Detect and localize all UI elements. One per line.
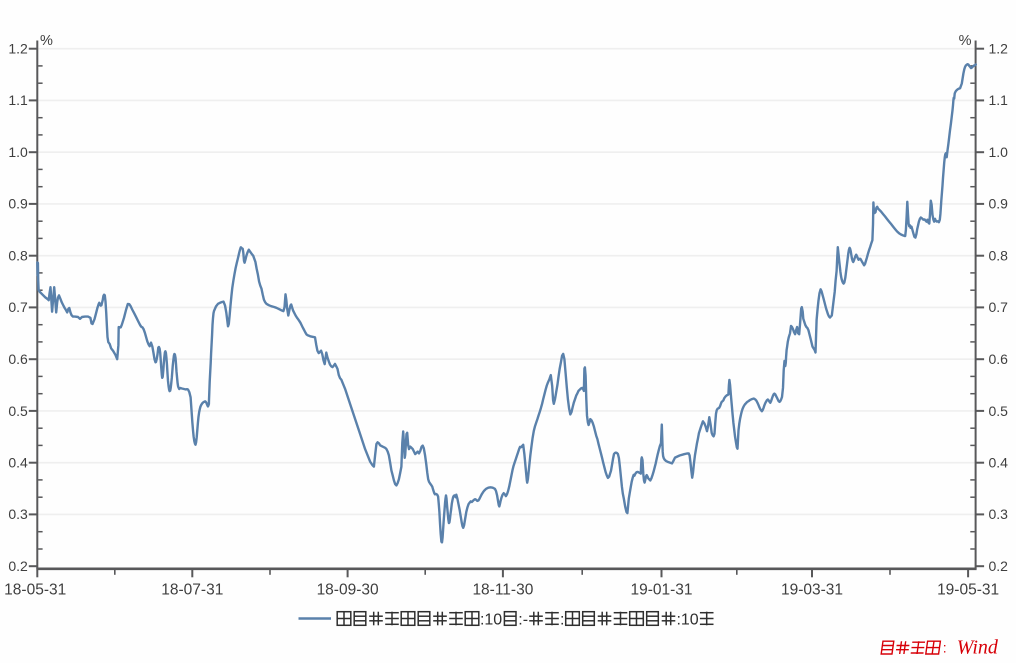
svg-text:1.2: 1.2 [989, 41, 1009, 57]
svg-text::: : [943, 640, 947, 656]
svg-text:0.2: 0.2 [989, 558, 1009, 574]
svg-text:0.3: 0.3 [989, 506, 1009, 522]
svg-text::: : [560, 611, 564, 628]
svg-text:Wind: Wind [957, 637, 999, 659]
svg-text::: : [480, 611, 484, 628]
svg-text:0.4: 0.4 [989, 455, 1009, 471]
svg-text:18-11-30: 18-11-30 [472, 581, 533, 598]
svg-text:0.3: 0.3 [8, 506, 28, 522]
svg-text::: : [677, 611, 681, 628]
svg-text:-: - [523, 611, 528, 628]
svg-text:0.8: 0.8 [8, 248, 28, 264]
svg-text:0.9: 0.9 [989, 196, 1009, 212]
svg-text:0.9: 0.9 [8, 196, 28, 212]
svg-text:0.5: 0.5 [989, 403, 1009, 419]
svg-text:0.4: 0.4 [8, 455, 28, 471]
svg-text:0.6: 0.6 [8, 351, 28, 367]
svg-text:18-05-31: 18-05-31 [4, 581, 66, 598]
svg-text:18-09-30: 18-09-30 [317, 581, 379, 598]
svg-text:0.8: 0.8 [989, 248, 1009, 264]
svg-text:19-05-31: 19-05-31 [937, 581, 999, 598]
svg-text:19-01-31: 19-01-31 [630, 581, 692, 598]
svg-text::: : [518, 611, 522, 628]
svg-text:1.0: 1.0 [8, 144, 28, 160]
svg-text:0.7: 0.7 [989, 299, 1009, 315]
svg-text:0.7: 0.7 [8, 299, 28, 315]
svg-text:1.1: 1.1 [989, 92, 1009, 108]
svg-text:0.6: 0.6 [989, 351, 1009, 367]
svg-text:0.5: 0.5 [8, 403, 28, 419]
svg-text:1.1: 1.1 [8, 92, 28, 108]
svg-text:1.2: 1.2 [8, 41, 28, 57]
svg-text:18-07-31: 18-07-31 [161, 581, 223, 598]
svg-text:10: 10 [484, 611, 502, 628]
svg-text:19-03-31: 19-03-31 [781, 581, 843, 598]
svg-text:0.2: 0.2 [8, 558, 28, 574]
svg-text:10: 10 [681, 611, 699, 628]
svg-text:1.0: 1.0 [989, 144, 1009, 160]
svg-text:%: % [40, 33, 53, 49]
svg-text:%: % [959, 33, 972, 49]
